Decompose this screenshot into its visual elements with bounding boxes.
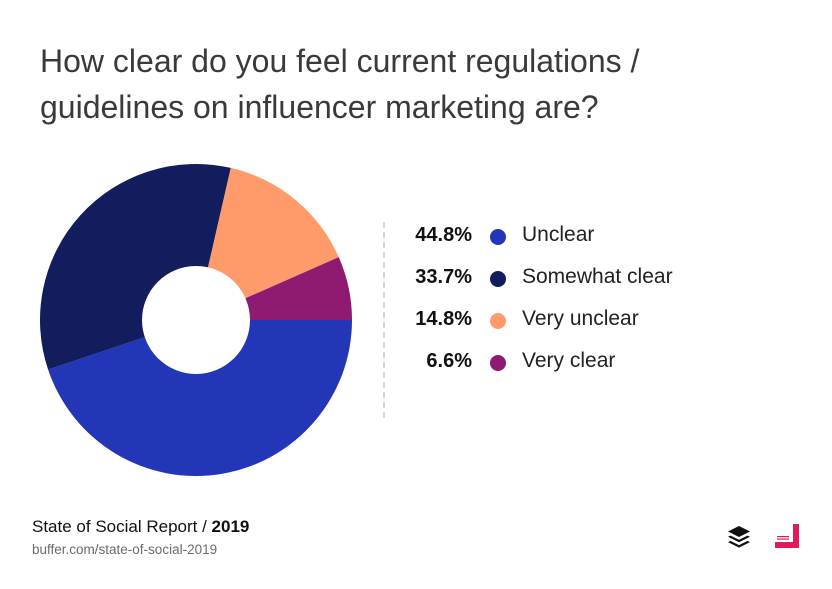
social-media-stamp-icon (775, 524, 799, 548)
footer-url: buffer.com/state-of-social-2019 (32, 542, 218, 557)
buffer-layers-icon (728, 526, 750, 548)
legend-swatch (490, 313, 506, 329)
legend-item-unclear: 44.8% Unclear (400, 220, 720, 262)
donut-hole (142, 266, 250, 374)
legend-label: Very clear (522, 349, 616, 372)
title-line-2: guidelines on influencer marketing are? (40, 89, 599, 125)
legend-value: 6.6% (426, 350, 472, 372)
legend-label: Unclear (522, 223, 595, 246)
legend-swatch (490, 229, 506, 245)
legend-label: Very unclear (522, 307, 639, 330)
legend-value: 44.8% (415, 224, 472, 246)
legend-value: 33.7% (415, 266, 472, 288)
legend: 44.8% Unclear 33.7% Somewhat clear 14.8%… (400, 220, 720, 388)
footer-report-name: State of Social Report / (32, 517, 212, 536)
legend-swatch (490, 271, 506, 287)
legend-label: Somewhat clear (522, 265, 673, 288)
title-line-1: How clear do you feel current regulation… (40, 43, 640, 79)
legend-swatch (490, 355, 506, 371)
footer-report-title: State of Social Report / 2019 (32, 516, 249, 538)
footer-report-year: 2019 (211, 517, 250, 536)
legend-divider (383, 222, 385, 418)
slice-unclear (48, 320, 353, 477)
legend-item-somewhat-clear: 33.7% Somewhat clear (400, 262, 720, 304)
legend-item-very-unclear: 14.8% Very unclear (400, 304, 720, 346)
footer: State of Social Report / 2019 buffer.com… (32, 516, 249, 557)
legend-value: 14.8% (415, 308, 472, 330)
legend-item-very-clear: 6.6% Very clear (400, 346, 720, 388)
chart-title: How clear do you feel current regulation… (40, 38, 800, 130)
